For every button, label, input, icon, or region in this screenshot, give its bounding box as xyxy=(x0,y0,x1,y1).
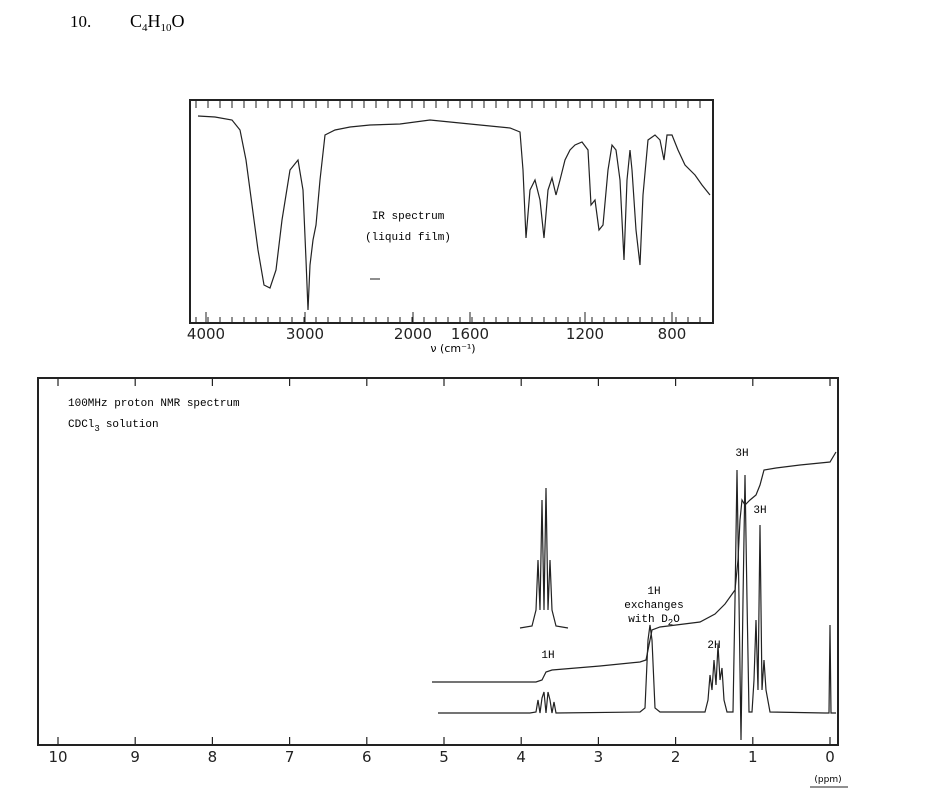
nmr-inset xyxy=(519,487,569,629)
ir-label: (liquid film) xyxy=(365,232,451,244)
solvent-part: 3 xyxy=(94,424,99,434)
nmr-title: 100MHz proton NMR spectrum xyxy=(68,398,240,410)
ir-tick-label: 1600 xyxy=(451,325,489,343)
nmr-spectrum: 100MHz proton NMR spectrum CDCl3 solution… xyxy=(37,377,848,788)
ir-x-label: ν (cm⁻¹) xyxy=(430,342,475,355)
nmr-tick-label: 3 xyxy=(594,748,604,766)
formula-part: O xyxy=(172,11,185,31)
nmr-frame xyxy=(37,377,839,746)
nmr-trace xyxy=(438,469,836,741)
annotation: 2H xyxy=(707,640,720,652)
nmr-tick-label: 9 xyxy=(130,748,140,766)
ir-tick-label: 2000 xyxy=(394,325,432,343)
nmr-tick-label: 8 xyxy=(208,748,218,766)
annotation: exchanges xyxy=(624,600,683,612)
nmr-tick-label: 7 xyxy=(285,748,295,766)
ir-spectrum: IR spectrum (liquid film) 4000 3000 2000 16… xyxy=(187,99,714,355)
nmr-integral xyxy=(432,451,837,683)
ir-trace xyxy=(197,115,711,311)
nmr-tick-label: 5 xyxy=(439,748,449,766)
ir-tick-label: 3000 xyxy=(286,325,324,343)
nmr-tick-label: 2 xyxy=(671,748,681,766)
annotation: 1H xyxy=(647,586,660,598)
nmr-tick-label: 6 xyxy=(362,748,372,766)
annotation: with D2O xyxy=(628,614,680,628)
nmr-solvent: CDCl3 solution xyxy=(68,419,159,434)
formula-part: 4 xyxy=(142,22,148,34)
annotation-part: with D xyxy=(628,614,668,626)
nmr-tick-label: 10 xyxy=(48,748,67,766)
solvent-part: solution xyxy=(106,419,159,431)
nmr-tick-label: 0 xyxy=(825,748,835,766)
annotation: 3H xyxy=(753,505,766,517)
solvent-part: CDCl xyxy=(68,419,94,431)
ir-label: IR spectrum xyxy=(372,211,445,223)
annotation: 3H xyxy=(735,448,748,460)
ir-frame xyxy=(189,99,714,324)
problem-number: 10. xyxy=(70,12,91,31)
nmr-tick-label: 1 xyxy=(748,748,758,766)
ir-tick-label: 800 xyxy=(658,325,687,343)
nmr-tick-label: 4 xyxy=(516,748,526,766)
annotation-part: O xyxy=(673,614,680,626)
formula-part: 10 xyxy=(161,22,173,34)
ir-tick-label: 1200 xyxy=(566,325,604,343)
ir-tick-label: 4000 xyxy=(187,325,225,343)
formula: C4H10O xyxy=(130,11,185,34)
formula-part: C xyxy=(130,11,142,31)
formula-part: H xyxy=(148,11,161,31)
annotation: 1H xyxy=(541,650,554,662)
nmr-x-label: (ppm) xyxy=(814,775,841,785)
annotation-part: 2 xyxy=(668,618,673,628)
